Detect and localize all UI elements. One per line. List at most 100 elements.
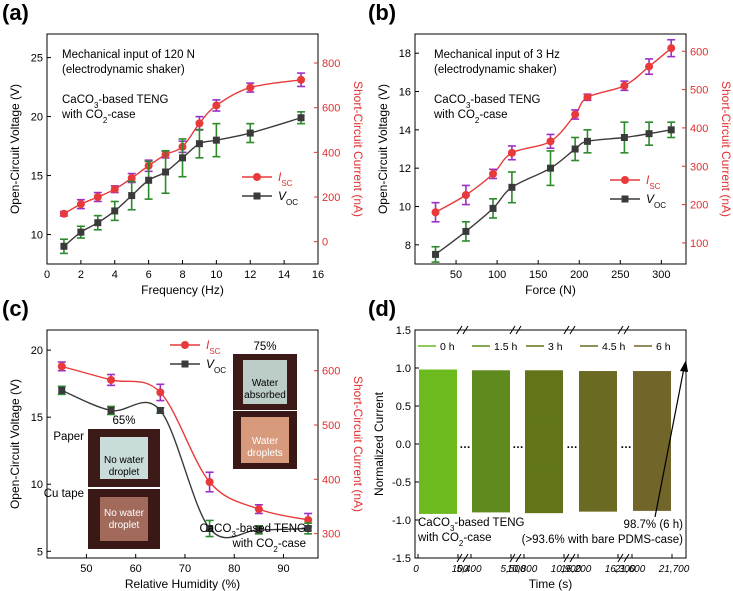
data-point-v-oc xyxy=(195,140,203,148)
y-right-tick-label: 500 xyxy=(322,420,340,432)
legend-label: 4.5 h xyxy=(602,341,626,353)
signal-core xyxy=(633,417,671,471)
x-tick-label: 250 xyxy=(611,269,629,281)
y-tick-label: 1.5 xyxy=(396,325,411,337)
data-point-i-sc xyxy=(93,193,102,202)
data-point-i-sc xyxy=(461,191,470,199)
annotation-arrow-head xyxy=(680,360,688,372)
legend-label-i-sc-part: I xyxy=(646,173,650,187)
y-left-tick-label: 20 xyxy=(31,345,43,357)
y-right-tick-label: 600 xyxy=(322,366,340,378)
teng-label-line-1: CaCO3-based TENG xyxy=(418,517,525,533)
y-right-tick-label: 800 xyxy=(322,58,340,70)
photo-label: Water xyxy=(252,436,279,447)
data-point-i-sc xyxy=(297,75,306,84)
x-tick-label: 4 xyxy=(112,269,118,281)
x-tick-label: 12 xyxy=(244,269,256,281)
x-tick-label: 10,900 xyxy=(551,564,582,575)
x-tick-label: 80 xyxy=(228,563,240,575)
series-line-v-oc xyxy=(63,117,302,247)
y-right-tick-label: 100 xyxy=(690,238,708,250)
note-line-2: (electrodynamic shaker) xyxy=(434,64,557,76)
signal-core xyxy=(579,417,617,471)
legend-label-v-oc-part: OC xyxy=(654,201,666,210)
x-tick-label: 16 xyxy=(312,269,324,281)
teng-label-line-2-part: with CO xyxy=(433,109,475,121)
legend-label-v-oc-part: OC xyxy=(214,366,226,375)
y-left-axis-label: Open-Circuit Voltage (V) xyxy=(8,379,22,509)
data-point-v-oc xyxy=(107,406,115,414)
legend-label-v-oc-part: V xyxy=(278,189,287,203)
teng-label-line-1-part: CaCO xyxy=(434,94,466,106)
data-point-i-sc xyxy=(127,174,136,183)
legend-label-v-oc-part: V xyxy=(206,357,215,371)
legend-marker-i-sc xyxy=(621,176,629,184)
y-left-tick-label: 16 xyxy=(399,87,411,99)
photo-label: droplets xyxy=(247,448,283,459)
axis-break-mark xyxy=(563,553,570,563)
panel-label: (a) xyxy=(2,0,29,25)
data-point-v-oc xyxy=(304,524,312,532)
data-point-v-oc xyxy=(206,524,214,532)
teng-label-line-2: with CO2-case xyxy=(417,532,491,548)
y-right-tick-label: 200 xyxy=(690,200,708,212)
plot-frame xyxy=(46,329,319,559)
y-tick-label: 0.5 xyxy=(396,401,411,413)
teng-label-line-1-part: 3 xyxy=(466,101,471,110)
y-left-tick-label: 12 xyxy=(399,163,411,175)
signal-core xyxy=(472,417,510,471)
data-point-v-oc xyxy=(156,406,164,414)
gap-ellipsis: … xyxy=(512,439,524,451)
data-point-v-oc xyxy=(489,204,497,212)
data-point-v-oc xyxy=(547,164,554,172)
data-point-v-oc xyxy=(432,250,440,258)
axis-break-mark xyxy=(569,325,576,335)
panel-d: (d)1.5 1.0 0.5 0.0 -0.5 -1.0 -1.5 Normalized Cu… xyxy=(368,296,690,591)
y-left-tick-label: 15 xyxy=(31,171,43,183)
data-point-i-sc xyxy=(57,362,66,371)
data-point-v-oc xyxy=(571,145,579,153)
axis-break-mark xyxy=(509,553,516,563)
teng-label-line-1-part: 3 xyxy=(450,524,455,533)
axis-break-mark xyxy=(623,553,630,563)
data-point-i-sc xyxy=(205,478,214,486)
data-point-i-sc xyxy=(254,505,263,514)
data-point-v-oc xyxy=(128,192,136,200)
panel-label: (c) xyxy=(2,296,29,321)
x-tick-label: 21,600 xyxy=(614,564,646,575)
x-tick-label: 10,800 xyxy=(507,564,538,575)
y-right-axis-label: Short-Circuit Current (nA) xyxy=(719,81,733,217)
y-right-tick-label: 500 xyxy=(690,85,708,97)
teng-label-line-2: with CO2-case xyxy=(232,538,306,554)
data-point-i-sc xyxy=(489,169,498,178)
data-point-i-sc xyxy=(156,388,165,397)
data-point-v-oc xyxy=(145,176,153,184)
data-point-i-sc xyxy=(195,119,204,128)
x-tick-label: 21,700 xyxy=(658,564,690,575)
teng-label-line-1-part: 3 xyxy=(94,101,99,110)
data-point-v-oc xyxy=(508,183,516,191)
y-axis-label: Normalized Current xyxy=(372,391,386,496)
data-point-i-sc xyxy=(304,516,313,524)
legend-marker-i-sc xyxy=(181,341,189,349)
x-tick-label: 200 xyxy=(570,269,588,281)
axis-break-mark xyxy=(617,325,624,335)
teng-label-line-2-part: -case xyxy=(107,109,135,121)
x-tick-label: 16,300 xyxy=(605,564,636,575)
data-point-v-oc xyxy=(620,134,628,141)
y-right-tick-label: 400 xyxy=(322,147,340,159)
data-point-i-sc xyxy=(546,137,555,146)
axis-break-mark xyxy=(456,553,463,563)
y-right-axis-label: Short-Circuit Current (nA) xyxy=(351,376,365,512)
data-point-v-oc xyxy=(58,386,66,394)
gap-ellipsis: … xyxy=(459,439,471,451)
data-point-i-sc xyxy=(431,208,440,217)
teng-label-line-1-part: 3 xyxy=(231,530,236,539)
axis-break-mark xyxy=(515,553,522,563)
humidity-label-75: 75% xyxy=(253,341,276,353)
axis-break-mark xyxy=(462,325,469,335)
axis-break-mark xyxy=(462,553,469,563)
legend-label-i-sc-part: SC xyxy=(649,182,660,191)
y-right-axis-label: Short-Circuit Current (nA) xyxy=(351,81,365,217)
